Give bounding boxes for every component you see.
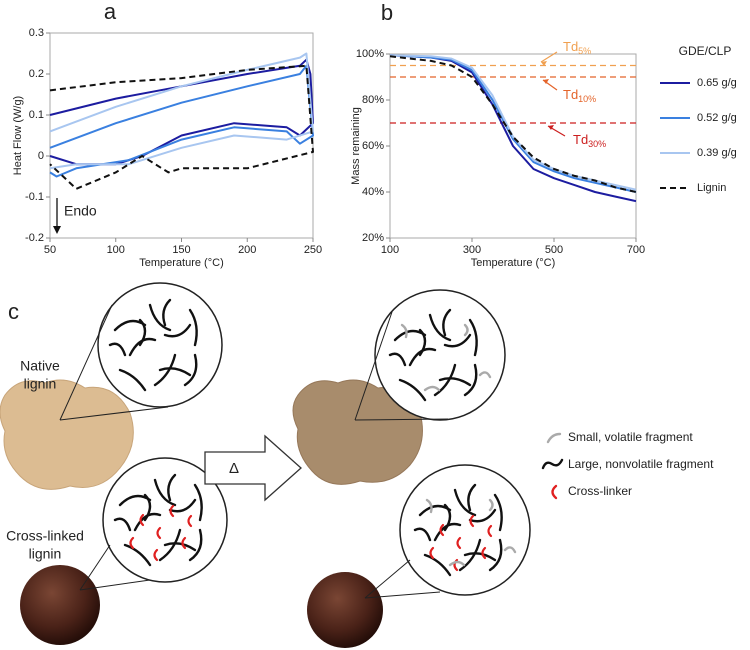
legend-label: Lignin	[697, 182, 726, 194]
y-tick-label: 0.2	[29, 68, 44, 80]
x-tick-label: 250	[304, 244, 322, 256]
threshold-arrowhead	[543, 79, 549, 84]
arrow-label: Δ	[229, 460, 239, 477]
native-label: lignin	[24, 376, 57, 392]
crosslinked-label: lignin	[29, 546, 62, 562]
threshold-label-main: Td	[563, 39, 578, 54]
threshold-label-sub: 5%	[578, 46, 591, 56]
annotation: Endo	[64, 203, 97, 219]
panel-label: c	[8, 299, 19, 324]
x-tick-label: 300	[463, 244, 481, 256]
panel-label: a	[104, 0, 117, 24]
x-tick-label: 100	[107, 244, 125, 256]
threshold-arrow	[540, 51, 558, 63]
legend-title: GDE/CLP	[679, 44, 732, 58]
y-tick-label: 0.3	[29, 27, 44, 39]
native-label: Native	[20, 358, 60, 374]
series-line	[389, 55, 637, 193]
legend-label: 0.65 g/g	[697, 77, 737, 89]
x-tick-label: 100	[381, 244, 399, 256]
y-axis-title: Mass remaining	[350, 107, 362, 185]
series-line	[49, 52, 314, 170]
y-tick-label: -0.2	[25, 232, 44, 244]
x-tick-label: 200	[238, 244, 256, 256]
x-tick-label: 50	[44, 244, 56, 256]
legend-label: 0.52 g/g	[697, 112, 737, 124]
threshold-label: Td30%	[573, 132, 606, 149]
x-axis-title: Temperature (°C)	[471, 257, 555, 269]
threshold-label: Td5%	[563, 39, 591, 56]
y-tick-label: -0.1	[25, 191, 44, 203]
series-line	[49, 64, 314, 190]
legend-label: Cross-linker	[568, 484, 632, 498]
series-line	[49, 64, 314, 178]
threshold-arrowhead	[548, 125, 554, 130]
y-tick-label: 80%	[362, 94, 384, 106]
x-tick-label: 700	[627, 244, 645, 256]
threshold-label-sub: 30%	[588, 139, 606, 149]
y-tick-label: 40%	[362, 186, 384, 198]
threshold-label-sub: 10%	[578, 94, 596, 104]
y-tick-label: 20%	[362, 232, 384, 244]
series-line	[389, 54, 637, 193]
crosslinked-label: Cross-linked	[6, 528, 84, 544]
legend-label: Small, volatile fragment	[568, 430, 693, 444]
threshold-arrowhead	[541, 61, 547, 66]
x-axis-title: Temperature (°C)	[139, 257, 223, 269]
annotation-arrowhead	[53, 226, 61, 234]
legend-label: Large, nonvolatile fragment	[568, 457, 714, 471]
y-tick-label: 0.1	[29, 109, 44, 121]
threshold-label: Td10%	[563, 87, 596, 104]
y-tick-label: 60%	[362, 140, 384, 152]
legend-label: 0.39 g/g	[697, 147, 737, 159]
x-tick-label: 500	[545, 244, 563, 256]
panel-label: b	[381, 0, 393, 25]
threshold-label-main: Td	[573, 132, 588, 147]
x-tick-label: 150	[172, 244, 190, 256]
y-tick-label: 100%	[356, 48, 384, 60]
y-axis-title: Heat Flow (W/g)	[12, 96, 24, 175]
y-tick-label: 0	[38, 150, 44, 162]
threshold-label-main: Td	[563, 87, 578, 102]
panel-c-drawing	[0, 282, 564, 648]
